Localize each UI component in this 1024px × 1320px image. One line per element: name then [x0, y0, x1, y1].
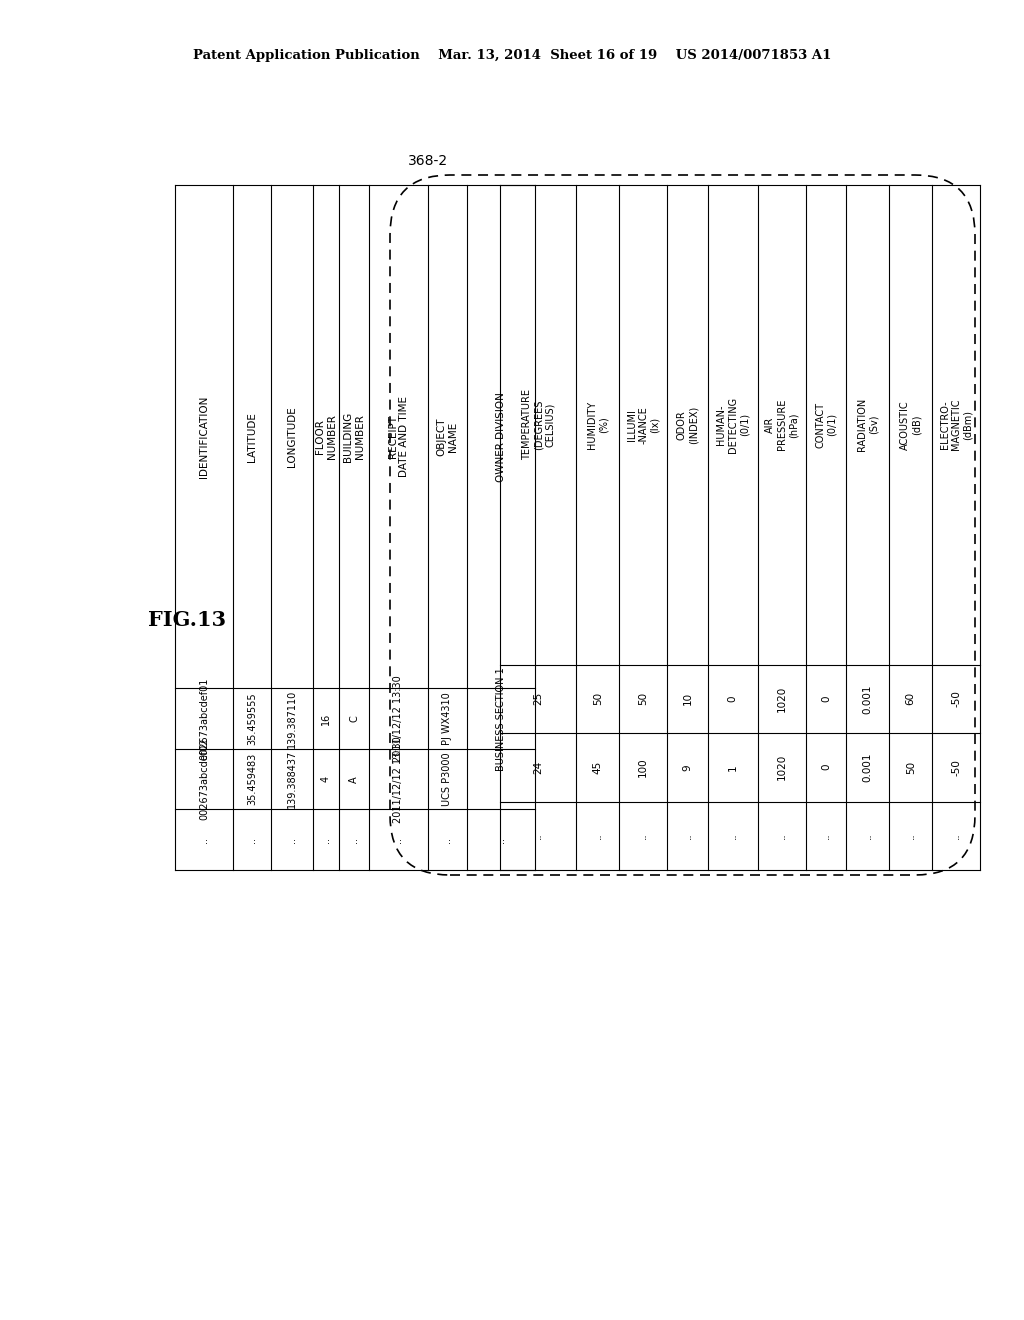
Text: 0: 0 [821, 764, 830, 771]
Text: 50: 50 [593, 692, 603, 705]
Text: 0.001: 0.001 [863, 752, 872, 781]
Text: ..: .. [321, 837, 331, 842]
Text: -50: -50 [951, 759, 962, 776]
Text: 368-2: 368-2 [408, 154, 449, 168]
Text: A: A [349, 776, 359, 783]
Text: HUMIDITY
(%): HUMIDITY (%) [587, 401, 608, 449]
Text: ..: .. [349, 837, 359, 842]
Text: 35.459483: 35.459483 [247, 754, 257, 805]
Text: OBJECT
NAME: OBJECT NAME [436, 417, 458, 455]
Text: 1: 1 [728, 764, 738, 771]
Text: BUILDING
NUMBER: BUILDING NUMBER [343, 412, 365, 462]
Text: 0: 0 [821, 696, 830, 702]
Text: ..: .. [906, 833, 915, 840]
Text: 9: 9 [682, 764, 692, 771]
Text: IDENTIFICATION: IDENTIFICATION [200, 396, 209, 478]
Text: 139.387110: 139.387110 [287, 689, 297, 748]
Text: 0.001: 0.001 [863, 684, 872, 714]
Text: 139.388437: 139.388437 [287, 750, 297, 808]
Text: ..: .. [682, 833, 692, 840]
Text: 45: 45 [593, 760, 603, 774]
Text: 4: 4 [321, 776, 331, 783]
Text: ..: .. [247, 837, 257, 842]
Text: 16: 16 [321, 713, 331, 725]
Text: 0: 0 [728, 696, 738, 702]
Text: TEMPERATURE
(DEGREES
CELSIUS): TEMPERATURE (DEGREES CELSIUS) [521, 389, 555, 461]
Text: 2011/12/12 13:30: 2011/12/12 13:30 [393, 676, 403, 762]
Text: 50: 50 [906, 760, 915, 774]
Text: ..: .. [638, 833, 648, 840]
Text: ..: .. [200, 837, 209, 842]
Text: 1020: 1020 [777, 754, 786, 780]
Text: RECEIPT
DATE AND TIME: RECEIPT DATE AND TIME [387, 396, 410, 478]
Text: RADIATION
(Sv): RADIATION (Sv) [857, 399, 879, 451]
Text: -50: -50 [951, 690, 962, 708]
Text: ..: .. [287, 837, 297, 842]
Text: ..: .. [496, 837, 506, 842]
Text: ..: .. [951, 833, 962, 840]
Text: CONTACT
(0/1): CONTACT (0/1) [815, 401, 837, 447]
Text: 1020: 1020 [777, 685, 786, 711]
Text: ..: .. [534, 833, 543, 840]
Text: 24: 24 [534, 760, 543, 774]
Text: 002673abcdef01: 002673abcdef01 [200, 677, 209, 760]
Text: ..: .. [863, 833, 872, 840]
Text: ELECTRO-
MAGNETIC
(dBm): ELECTRO- MAGNETIC (dBm) [939, 399, 973, 450]
Text: ..: .. [593, 833, 603, 840]
Text: LONGITUDE: LONGITUDE [287, 407, 297, 467]
Text: ODOR
(INDEX): ODOR (INDEX) [677, 405, 698, 444]
Text: ..: .. [821, 833, 830, 840]
Text: 60: 60 [906, 692, 915, 705]
Text: 50: 50 [638, 692, 648, 705]
Text: 002673abcdef02: 002673abcdef02 [200, 738, 209, 821]
Text: 25: 25 [534, 692, 543, 705]
Text: C: C [349, 715, 359, 722]
Text: ..: .. [728, 833, 738, 840]
Text: ..: .. [393, 837, 403, 842]
Text: 10: 10 [682, 692, 692, 705]
Text: BUSINESS SECTION 1: BUSINESS SECTION 1 [496, 667, 506, 771]
Text: 35.459555: 35.459555 [247, 693, 257, 744]
Text: HUMAN-
DETECTING
(0/1): HUMAN- DETECTING (0/1) [716, 397, 750, 453]
Text: ACOUSTIC
(dB): ACOUSTIC (dB) [900, 400, 922, 450]
Text: FIG.13: FIG.13 [148, 610, 226, 630]
Text: Patent Application Publication    Mar. 13, 2014  Sheet 16 of 19    US 2014/00718: Patent Application Publication Mar. 13, … [193, 49, 831, 62]
Text: ..: .. [442, 837, 453, 842]
Text: ..: .. [777, 833, 786, 840]
Text: LATITUDE: LATITUDE [247, 412, 257, 462]
Text: PJ WX4310: PJ WX4310 [442, 693, 453, 744]
Text: OWNER DIVISION: OWNER DIVISION [496, 392, 506, 482]
Text: FLOOR
NUMBER: FLOOR NUMBER [315, 414, 337, 459]
Text: UCS P3000: UCS P3000 [442, 752, 453, 807]
Text: 2011/12/12 13:30: 2011/12/12 13:30 [393, 735, 403, 822]
Text: ILLUMI
-NANCE
(lx): ILLUMI -NANCE (lx) [627, 405, 659, 444]
Text: 100: 100 [638, 758, 648, 777]
Text: AIR
PRESSURE
(hPa): AIR PRESSURE (hPa) [765, 399, 799, 450]
